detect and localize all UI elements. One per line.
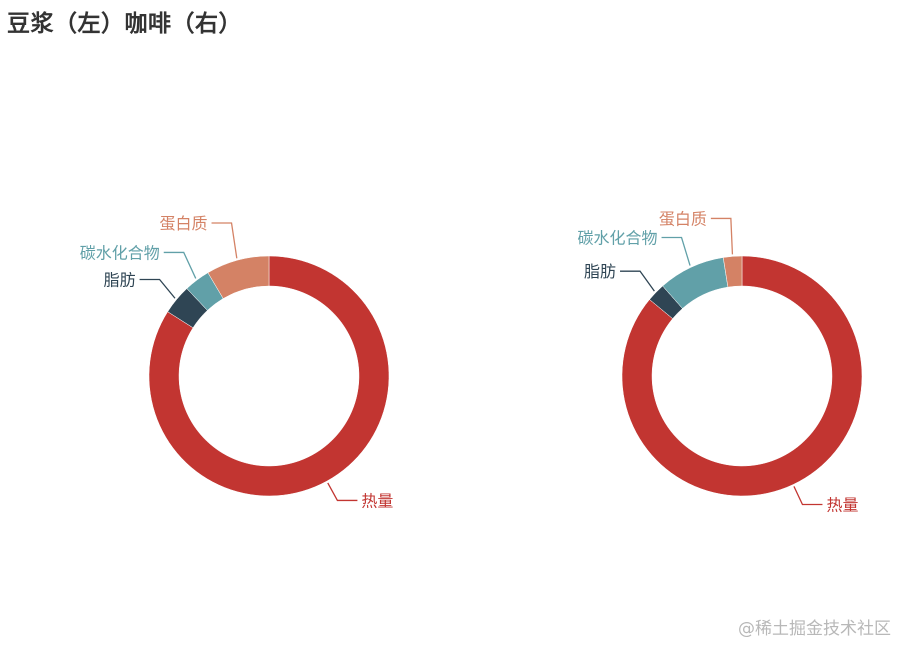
label-line xyxy=(139,278,176,299)
label-line xyxy=(327,482,358,502)
slice-label: 蛋白质 xyxy=(160,214,208,233)
watermark: @稀土掘金技术社区 xyxy=(738,619,891,639)
slice-蛋白质[interactable] xyxy=(207,255,270,299)
slice-label: 热量 xyxy=(361,491,393,510)
slice-热量[interactable] xyxy=(148,255,390,497)
slice-label: 碳水化合物 xyxy=(80,243,160,262)
slice-label: 碳水化合物 xyxy=(578,229,658,248)
slice-label: 蛋白质 xyxy=(659,209,707,228)
slice-蛋白质[interactable] xyxy=(722,255,743,288)
label-line xyxy=(163,251,197,279)
label-line xyxy=(710,217,734,255)
label-line xyxy=(211,222,238,259)
slice-label: 脂肪 xyxy=(584,262,616,281)
slice-label: 脂肪 xyxy=(104,270,136,289)
slice-label: 热量 xyxy=(826,495,858,514)
chart-title: 豆浆（左）咖啡（右） xyxy=(7,11,242,37)
label-line xyxy=(661,236,691,266)
label-line xyxy=(793,486,823,506)
slice-热量[interactable] xyxy=(621,255,863,497)
label-line xyxy=(620,270,655,292)
